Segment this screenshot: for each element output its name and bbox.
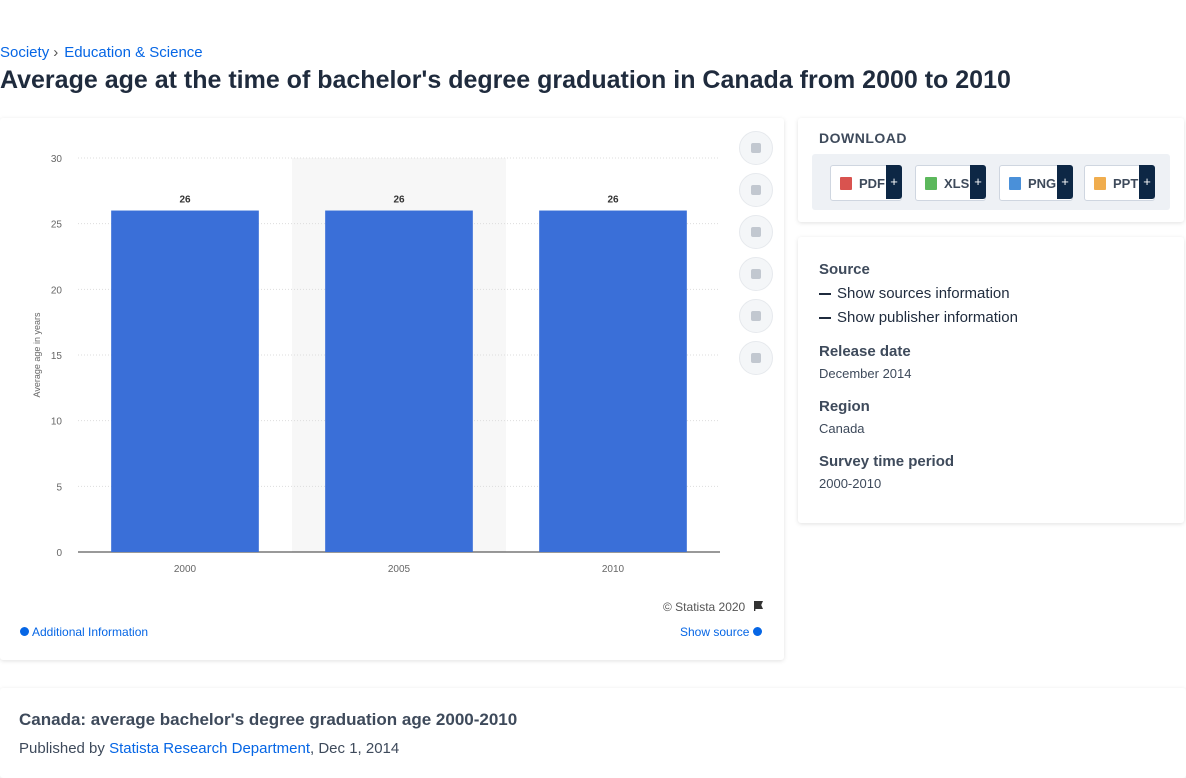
link-text: Show sources information	[837, 285, 1010, 302]
cite-button[interactable]	[739, 299, 773, 333]
icon	[751, 143, 761, 153]
show-source-text: Show source	[680, 625, 750, 639]
icon	[751, 185, 761, 195]
y-tick-label: 10	[51, 417, 63, 428]
icon	[751, 311, 761, 321]
y-tick-label: 25	[51, 220, 63, 231]
info-icon	[20, 627, 29, 636]
bar	[539, 210, 687, 552]
settings-button[interactable]	[739, 215, 773, 249]
page-title: Average age at the time of bachelor's de…	[0, 66, 1011, 94]
breadcrumb-link[interactable]: Education & Science	[64, 44, 203, 61]
share-button[interactable]	[739, 257, 773, 291]
value-label: 26	[607, 195, 619, 206]
publication-card: Canada: average bachelor's degree gradua…	[0, 688, 1186, 778]
plus: +	[886, 165, 902, 199]
info-icon	[753, 627, 763, 636]
download-heading: DOWNLOAD	[819, 130, 907, 146]
publisher-link[interactable]: Statista Research Department	[109, 740, 311, 757]
icon	[751, 227, 761, 237]
plus: +	[1057, 165, 1073, 199]
x-tick-label: 2010	[602, 564, 625, 575]
page: Society › Education & Science Average age …	[0, 44, 1184, 757]
label: PPT	[1113, 176, 1139, 191]
download-png[interactable]: PNG +	[999, 165, 1073, 201]
y-tick-label: 0	[56, 548, 62, 559]
x-tick-label: 2005	[388, 564, 411, 575]
chart: 0 5 10 15 20 25 30 Average age in years 2000 26 20…	[32, 154, 720, 575]
publication-title: Canada: average bachelor's degree gradua…	[19, 710, 518, 729]
published-by: Published by	[19, 740, 105, 757]
alert-button[interactable]	[739, 173, 773, 207]
breadcrumb-separator: ›	[53, 44, 59, 61]
download-xls[interactable]: XLS +	[915, 165, 986, 201]
bar	[111, 210, 259, 552]
source-heading: Source	[819, 261, 870, 278]
x-tick-label: 2000	[174, 564, 197, 575]
region-heading: Region	[819, 398, 870, 415]
copyright: © Statista 2020	[663, 600, 746, 614]
publication-line: Published by Statista Research Departmen…	[19, 740, 399, 757]
breadcrumb: Society › Education & Science	[0, 44, 203, 61]
details-card: Source Show sources information Show pub…	[798, 237, 1184, 523]
value-label: 26	[393, 195, 405, 206]
y-tick-label: 20	[51, 285, 63, 296]
additional-info-link[interactable]: Additional Information	[20, 625, 148, 639]
link-text: Show publisher information	[837, 309, 1018, 326]
release-heading: Release date	[819, 343, 911, 360]
label: PDF	[859, 176, 885, 191]
label: PNG	[1028, 176, 1057, 191]
release-value: December 2014	[819, 366, 912, 381]
bar	[325, 210, 473, 552]
sources-link[interactable]: Show sources information	[819, 285, 1010, 302]
additional-info-text: Additional Information	[32, 625, 149, 639]
publisher-link[interactable]: Show publisher information	[819, 309, 1018, 326]
y-axis-label: Average age in years	[32, 312, 42, 397]
period-heading: Survey time period	[819, 453, 955, 470]
publication-date: , Dec 1, 2014	[310, 740, 400, 757]
period-value: 2000-2010	[819, 476, 882, 491]
chart-card: 0 5 10 15 20 25 30 Average age in years 2000 26 20…	[0, 118, 784, 660]
plus: +	[1139, 165, 1155, 199]
plus: +	[970, 165, 986, 199]
region-value: Canada	[819, 421, 865, 436]
value-label: 26	[179, 195, 191, 206]
label: XLS	[944, 176, 970, 191]
icon	[751, 269, 761, 279]
download-pdf[interactable]: PDF +	[830, 165, 902, 201]
y-tick-label: 5	[56, 482, 62, 493]
breadcrumb-link[interactable]: Society	[0, 44, 50, 61]
download-ppt[interactable]: PPT +	[1084, 165, 1155, 201]
icon	[751, 353, 761, 363]
flag-icon[interactable]	[754, 601, 763, 611]
y-tick-label: 15	[51, 351, 63, 362]
show-source-link[interactable]: Show source	[680, 625, 763, 639]
y-tick-label: 30	[51, 154, 63, 165]
print-button[interactable]	[739, 341, 773, 375]
favorite-button[interactable]	[739, 131, 773, 165]
